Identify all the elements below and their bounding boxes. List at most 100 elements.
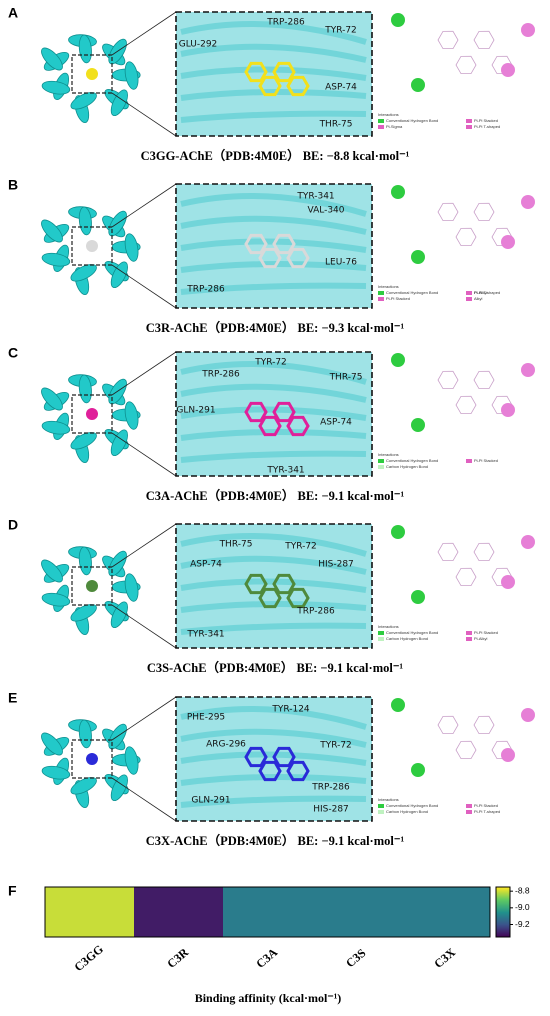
zoom-region (71, 226, 113, 266)
legend-swatch (378, 804, 384, 808)
protein-structure (41, 34, 141, 124)
backbone (180, 406, 367, 421)
ligand-ring (258, 75, 282, 97)
backbone (180, 773, 367, 786)
caption: C3A-AChE（PDB:4M0E） BE: −9.1 kcal·mol⁻¹ (146, 488, 405, 503)
colorbar-segment (496, 919, 510, 922)
ligand-ring (286, 415, 310, 437)
helix (41, 47, 63, 71)
legend-label: Pi-Pi Stacked (386, 296, 410, 301)
ring-2d (473, 542, 495, 562)
ligand-ring (286, 587, 310, 609)
helix (41, 252, 71, 267)
residue-node (521, 708, 535, 722)
protein-structure (41, 206, 141, 296)
colorbar-segment (496, 933, 510, 936)
residue-label: HIS-287 (313, 805, 349, 815)
ring-2d (455, 567, 477, 587)
backbone (180, 555, 367, 575)
residue-node (521, 195, 535, 209)
colorbar-segment (496, 903, 510, 906)
legend-title: Interactions (378, 112, 399, 117)
legend-label: Pi-Pi Stacked (474, 630, 498, 635)
colorbar-segment (496, 923, 510, 926)
residue-label: ASP-74 (320, 418, 352, 428)
x-tick-label: C3R (164, 945, 191, 971)
ligand-ring (272, 746, 296, 768)
ligand-ring (244, 573, 268, 595)
legend-swatch (378, 125, 384, 129)
ring-2d (455, 740, 477, 760)
legend-swatch (466, 804, 472, 808)
ligand-ring (258, 760, 282, 782)
legend-swatch (466, 291, 472, 295)
residue-label: GLN-291 (176, 406, 215, 416)
helix (41, 80, 71, 95)
residue-label: TYR-72 (324, 26, 357, 36)
ligand-ring (286, 75, 310, 97)
ligand-ring (272, 401, 296, 423)
helix (70, 777, 97, 795)
residue-label: TRP-286 (201, 370, 240, 380)
x-tick-label: C3X (431, 945, 458, 971)
colorbar-segment (496, 907, 510, 910)
residue-node (501, 235, 515, 249)
helix (78, 206, 92, 236)
panel-letter: A (8, 5, 18, 21)
residue-node (521, 535, 535, 549)
colorbar-segment (496, 887, 510, 890)
residue-label: GLN-291 (191, 796, 230, 806)
colorbar-segment (496, 889, 510, 892)
backbone (180, 600, 367, 613)
protein-structure (41, 719, 141, 809)
ring-2d (455, 55, 477, 75)
zoom-region (71, 394, 113, 434)
backbone (180, 728, 367, 748)
ligand-ring (258, 587, 282, 609)
colorbar-segment (496, 909, 510, 912)
residue-node (391, 185, 405, 199)
residue-label: TYR-341 (266, 466, 304, 476)
legend-label: Pi-Pi Stacked (474, 118, 498, 123)
residue-label: GLU-292 (179, 40, 218, 50)
residue-label: LEU-76 (325, 258, 357, 268)
legend-label: Conventional Hydrogen Bond (386, 118, 438, 123)
residue-label: TYR-72 (319, 741, 352, 751)
helix (110, 89, 128, 117)
ligand-ring (286, 247, 310, 269)
helix (124, 233, 139, 262)
heatmap-frame (44, 886, 491, 938)
legend-label: Pi-Pi Stacked (474, 803, 498, 808)
panel-letter: B (8, 177, 18, 193)
legend-swatch (378, 637, 384, 641)
residue-node (521, 363, 535, 377)
residue-node (411, 250, 425, 264)
helix (78, 374, 92, 404)
ligand-ring (258, 247, 282, 269)
residue-label: TYR-124 (271, 705, 310, 715)
residue-label: TYR-341 (296, 192, 334, 202)
backbone (180, 282, 367, 295)
legend-label: Pi-Pi Stacked (474, 458, 498, 463)
residue-node (411, 418, 425, 432)
residue-label: THR-75 (329, 373, 363, 383)
residue-label: TRP-286 (296, 607, 335, 617)
colorbar-segment (496, 925, 510, 928)
helix (41, 765, 71, 780)
caption: C3S-AChE（PDB:4M0E） BE: −9.1 kcal·mol⁻¹ (147, 660, 404, 675)
residue-node (501, 63, 515, 77)
x-tick-label: C3S (343, 946, 369, 971)
connector (111, 351, 177, 396)
helix (124, 401, 139, 430)
legend-label: Pi-Pi T-shaped (474, 290, 500, 295)
legend-swatch (466, 810, 472, 814)
residue-label: TRP-286 (186, 285, 225, 295)
connector (111, 432, 177, 477)
colorbar-segment (496, 915, 510, 918)
helix (110, 261, 128, 289)
residue-label: TYR-72 (284, 542, 317, 552)
ring-2d (455, 227, 477, 247)
ligand-ring (244, 233, 268, 255)
legend-swatch (378, 297, 384, 301)
ligand-ring (272, 573, 296, 595)
